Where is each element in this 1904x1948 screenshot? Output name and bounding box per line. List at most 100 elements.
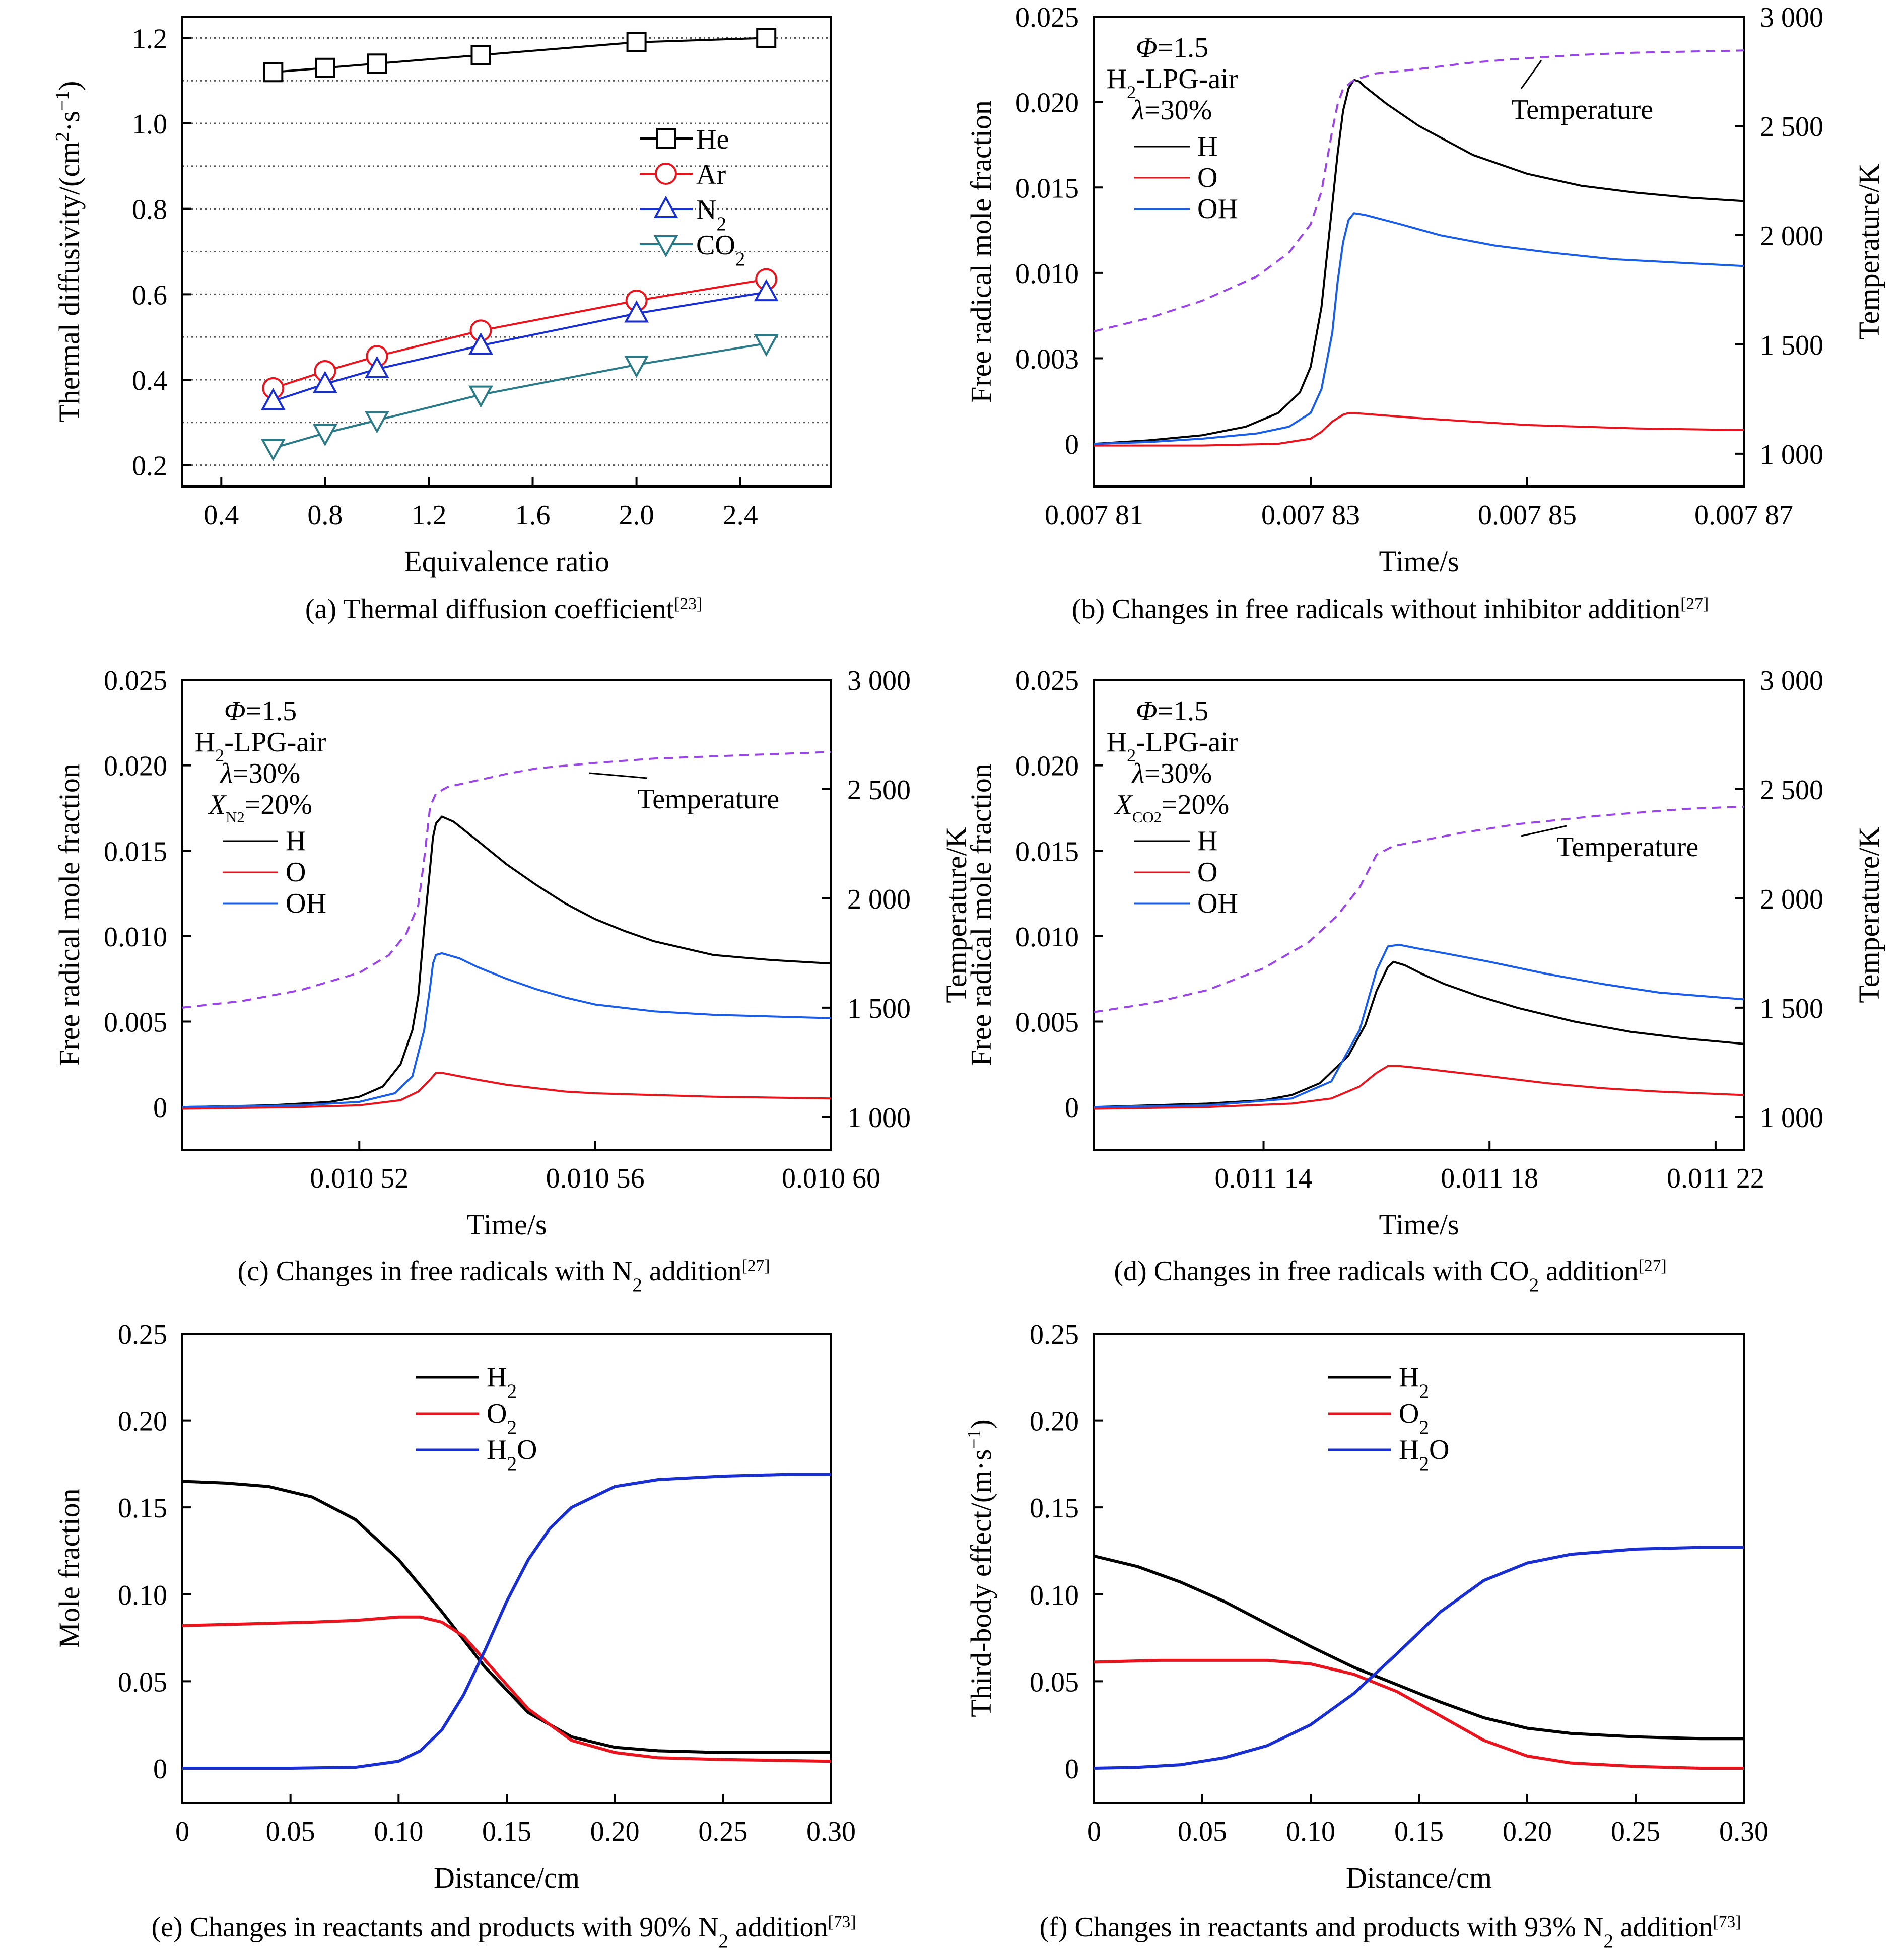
- legend-label: H: [1197, 825, 1217, 857]
- data-point-marker: [263, 62, 284, 83]
- data-point-marker: [365, 356, 389, 378]
- y-tick-label: 0.15: [1030, 1493, 1079, 1524]
- x-tick-label: 0.05: [1178, 1816, 1227, 1847]
- series-line-O: [1094, 412, 1744, 447]
- panel-b: 0.007 81 0.007 83 0.007 85 0.007 87 0 0.003 0.…: [965, 2, 1885, 625]
- y2-tick-label: 1 500: [847, 993, 911, 1024]
- data-point-marker: [260, 439, 286, 461]
- annotation-text: λ=30%: [1131, 758, 1212, 789]
- series-line-Temperature: [182, 751, 831, 1009]
- annotation-text: H2-LPG-air: [1107, 727, 1238, 766]
- y2-tick-label: 1 500: [1760, 330, 1823, 361]
- y-tick-label: 0.020: [1015, 88, 1079, 119]
- x-tick-label: 0.011 18: [1441, 1163, 1538, 1194]
- series-line-OH: [1094, 943, 1744, 1108]
- data-point-marker: [470, 45, 491, 65]
- y2-tick-label: 1 000: [847, 1102, 911, 1134]
- y-tick-label: 0: [1065, 1092, 1079, 1124]
- y2-tick-label: 1 000: [1760, 439, 1823, 470]
- y-tick-label: 0.005: [104, 1007, 167, 1038]
- legend-label: O: [1197, 162, 1217, 193]
- x-tick-label: 2.4: [723, 500, 758, 531]
- y2-tick-label: 1 500: [1760, 993, 1823, 1024]
- y-axis-label: Free radical mole fraction: [53, 763, 86, 1066]
- annotation-text: Φ=1.5: [224, 695, 297, 727]
- x-tick-label: 0.20: [1503, 1816, 1552, 1847]
- y-tick-label: 0: [1065, 429, 1079, 460]
- panel-a: 0.4 0.8 1.2 1.6 2.0 2.4 0.2 0.4 0.6 0.8 1.0 1.2 Equi…: [52, 16, 832, 625]
- x-tick-label: 2.0: [619, 500, 654, 531]
- data-point-marker: [468, 385, 493, 408]
- series-line-H: [182, 815, 831, 1108]
- data-point-marker: [656, 128, 676, 149]
- y2-tick-label: 1 000: [1760, 1102, 1823, 1134]
- x-tick-label: 0.007 87: [1694, 500, 1793, 531]
- y-tick-label: 0.25: [118, 1319, 167, 1350]
- series-line-H: [1094, 960, 1744, 1108]
- panel-caption: (a) Thermal diffusion coefficient[23]: [305, 594, 702, 625]
- series-line-HO: [182, 1473, 831, 1770]
- series-line-O: [1094, 1065, 1744, 1110]
- data-point-marker: [365, 411, 389, 434]
- y-tick-label: 0: [153, 1092, 167, 1124]
- series-line-Temperature: [1094, 805, 1744, 1013]
- plot-frame: [181, 16, 832, 488]
- y2-tick-label: 3 000: [1760, 665, 1823, 697]
- data-point-marker: [315, 57, 335, 78]
- panel-caption: (f) Changes in reactants and products wi…: [1040, 1912, 1741, 1948]
- annotation-text: λ=30%: [220, 758, 301, 789]
- x-tick-label: 1.2: [411, 500, 446, 531]
- y-tick-label: 0.10: [118, 1580, 167, 1611]
- x-axis-label: Distance/cm: [434, 1861, 580, 1894]
- legend-label: O2: [487, 1398, 517, 1438]
- y-tick-label: 0.015: [1015, 836, 1079, 867]
- y-axis-label: Third-body effect/(m·s−1): [964, 1419, 997, 1717]
- y-tick-label: 0.025: [1015, 665, 1079, 697]
- y2-axis-label: Temperature/K: [940, 826, 973, 1003]
- legend-label: OH: [1197, 193, 1238, 225]
- y-tick-label: 0.020: [104, 751, 167, 782]
- panel-e: 0 0.05 0.10 0.15 0.20 0.25 0.30 0 0.05 0.10 0.15 0.…: [53, 1319, 856, 1948]
- x-tick-label: 0: [175, 1816, 189, 1847]
- x-tick-label: 0.8: [307, 500, 343, 531]
- data-point-marker: [312, 371, 337, 393]
- x-axis-label: Time/s: [1379, 545, 1459, 578]
- legend-label: OH: [286, 888, 326, 919]
- annotation-text: λ=30%: [1131, 95, 1212, 126]
- y-tick-label: 0.2: [132, 451, 167, 482]
- y-axis-label: Thermal diffusivity/(cm2·s−1): [52, 81, 86, 422]
- plot-area: [182, 1473, 831, 1770]
- y-tick-label: 0.8: [132, 194, 167, 226]
- x-tick-label: 0.010 56: [546, 1163, 645, 1194]
- x-tick-label: 0.15: [1394, 1816, 1444, 1847]
- y-tick-label: 0.010: [1015, 258, 1079, 290]
- y-tick-label: 1.2: [132, 23, 167, 54]
- data-point-marker: [653, 195, 678, 218]
- series-line-Temperature: [1094, 49, 1744, 332]
- legend-label: O: [286, 857, 306, 888]
- x-tick-label: 1.6: [515, 500, 551, 531]
- annotation-text: Φ=1.5: [1136, 32, 1208, 63]
- x-tick-label: 0.011 14: [1215, 1163, 1313, 1194]
- temperature-callout-line: [1520, 60, 1542, 89]
- legend-label: O2: [1399, 1398, 1429, 1438]
- y-axis-label: Free radical mole fraction: [965, 763, 997, 1066]
- legend-label: OH: [1197, 888, 1238, 919]
- panel-caption: (d) Changes in free radicals with CO2 ad…: [1114, 1256, 1666, 1296]
- plot-area: [1094, 805, 1744, 1110]
- panel-caption: (c) Changes in free radicals with N2 add…: [238, 1256, 770, 1296]
- y-tick-label: 0.25: [1030, 1319, 1079, 1350]
- y-axis-label: Mole fraction: [53, 1488, 86, 1648]
- y-tick-label: 0.020: [1015, 751, 1079, 782]
- x-tick-label: 0.007 85: [1478, 500, 1577, 531]
- y-tick-label: 0.015: [1015, 173, 1079, 204]
- legend-label: O: [1197, 857, 1217, 888]
- plot-area: [182, 751, 831, 1110]
- y-tick-label: 1.0: [132, 109, 167, 140]
- temperature-callout-line: [589, 772, 648, 779]
- y-tick-label: 0: [153, 1754, 167, 1785]
- series-line-HO: [1094, 1546, 1744, 1770]
- annotation-text: H2-LPG-air: [1107, 63, 1238, 102]
- x-tick-label: 0: [1087, 1816, 1101, 1847]
